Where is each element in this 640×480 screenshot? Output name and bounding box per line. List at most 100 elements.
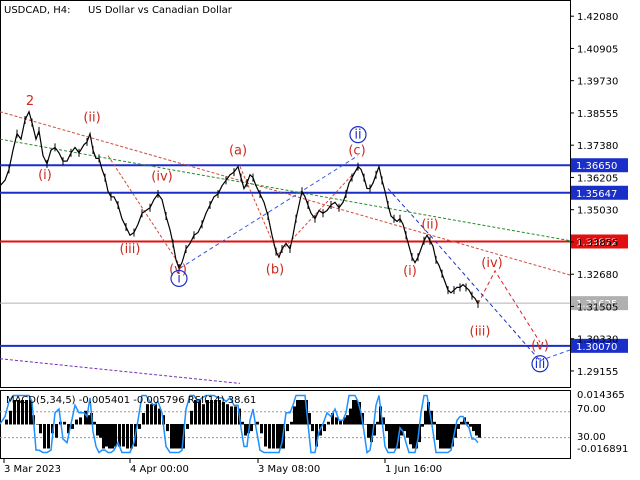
wave-label: (i): [403, 264, 417, 279]
macd-bar: [352, 400, 355, 425]
macd-bar: [472, 424, 475, 432]
macd-bar: [55, 424, 58, 438]
macd-bar: [272, 424, 275, 449]
macd-bar: [290, 421, 293, 425]
macd-bar: [96, 424, 99, 436]
macd-bar: [75, 419, 78, 425]
macd-bar: [9, 410, 12, 425]
level-label: 1.30070: [576, 342, 617, 353]
macd-bar: [253, 424, 256, 425]
indicator-frame: [0, 390, 571, 459]
macd-bar: [71, 424, 74, 429]
macd-bar: [214, 400, 217, 425]
macd-bar: [47, 424, 50, 449]
macd-bar: [202, 404, 205, 425]
macd-bar: [198, 400, 201, 425]
price-tick-label: 1.35030: [577, 206, 618, 217]
macd-bar: [222, 402, 225, 425]
macd-bar: [210, 400, 213, 425]
macd-bar: [102, 424, 105, 449]
macd-bar: [394, 424, 397, 449]
level-label: 1.33872: [576, 237, 617, 248]
macd-bar: [234, 406, 237, 425]
macd-bar: [364, 424, 367, 425]
macd-bar: [268, 424, 271, 449]
macd-bar: [433, 421, 436, 425]
macd-bar: [206, 400, 209, 425]
price-tick-label: 1.38555: [577, 109, 618, 120]
wave-label: ii: [354, 128, 361, 143]
level-label-box: [571, 296, 628, 311]
macd-bar: [99, 424, 102, 438]
macd-bar: [79, 417, 82, 425]
macd-bar: [379, 406, 382, 425]
macd-bar: [118, 424, 121, 447]
level-label-box: [571, 185, 628, 200]
wave-label: (iii): [120, 242, 141, 257]
macd-bar: [13, 400, 16, 425]
wave-label: 2: [26, 94, 34, 109]
macd-bar: [146, 404, 149, 425]
rsi-line: [0, 394, 479, 454]
macd-bar: [260, 424, 263, 434]
indicator-left-tick: 0.014365: [577, 390, 625, 401]
macd-bar: [466, 421, 469, 425]
macd-bar: [311, 424, 314, 432]
macd-bar: [150, 404, 153, 425]
price-tick-label: 1.32680: [577, 270, 618, 281]
macd-bar: [286, 424, 289, 432]
macd-bar: [36, 424, 39, 425]
level-label-box: [571, 234, 628, 249]
macd-bar: [475, 424, 478, 436]
macd-bar: [293, 406, 296, 425]
wave-label: iii: [535, 357, 546, 372]
level-label-box: [571, 158, 628, 173]
price-tick-label: 1.36205: [577, 173, 618, 184]
macd-bar: [331, 413, 334, 425]
macd-bar: [382, 417, 385, 425]
macd-bar: [43, 424, 46, 449]
macd-bar: [436, 424, 439, 440]
wave-i-ii-connector: [179, 155, 359, 269]
macd-bar: [218, 400, 221, 425]
resistance-trendline: [0, 111, 571, 276]
macd-bar: [93, 421, 96, 425]
macd-bar: [176, 424, 179, 449]
macd-bar: [415, 424, 418, 449]
macd-bar: [339, 419, 342, 425]
macd-bar: [439, 424, 442, 449]
wave-connector-1: [107, 155, 181, 266]
macd-bar: [250, 424, 253, 432]
wave-connector-2: [239, 166, 279, 255]
wave-label: (v): [531, 339, 549, 354]
price-tick-label: 1.37380: [577, 141, 618, 152]
wave-label-circle: [531, 355, 549, 373]
macd-bar: [469, 424, 472, 427]
macd-bar: [264, 424, 267, 447]
forecast-tail: [539, 349, 571, 362]
forecast-path: [477, 269, 541, 343]
macd-bar: [418, 424, 421, 443]
macd-bar: [391, 424, 394, 449]
price-axis: 1.42080 1.40905 1.39730 1.38555 1.37380 1.362…: [570, 12, 618, 378]
main-frame: [0, 0, 571, 388]
macd-bar: [327, 421, 330, 425]
macd-bar: [5, 419, 8, 425]
macd-bar: [111, 424, 114, 449]
support-trendline: [0, 358, 241, 384]
macd-bar: [25, 400, 28, 425]
macd-bar: [276, 424, 279, 449]
macd-bar: [442, 424, 445, 449]
horizontal-levels: 1.36650 1.35647 1.33872 1.30070 1.31625: [0, 158, 628, 353]
macd-bar: [67, 424, 70, 434]
macd-bar: [349, 408, 352, 425]
macd-bar: [376, 421, 379, 425]
macd-bar: [346, 415, 349, 425]
macd-bar: [170, 424, 173, 449]
macd-bar: [412, 424, 415, 449]
macd-bar: [315, 424, 318, 447]
macd-bar: [358, 402, 361, 425]
macd-bar: [427, 402, 430, 425]
macd-bar: [451, 424, 454, 447]
